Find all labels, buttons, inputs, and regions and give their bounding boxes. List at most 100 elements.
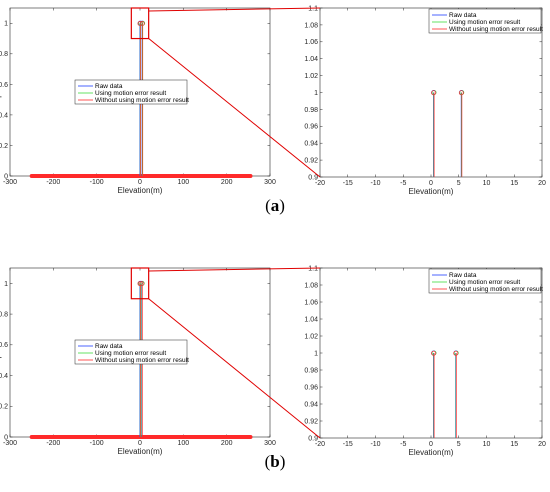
y-tick-label: 1.06 — [304, 39, 318, 46]
x-tick-label: 20 — [538, 180, 546, 187]
y-tick-label: 0.96 — [304, 384, 318, 391]
x-tick-label: 20 — [538, 441, 546, 448]
peak-marker-without — [458, 90, 464, 96]
y-tick-label: 0.6 — [0, 342, 8, 349]
x-axis-label: Elevation(m) — [409, 187, 454, 196]
x-tick-label: -10 — [370, 180, 380, 187]
legend-label-raw: Raw data — [449, 12, 477, 19]
y-tick-label: 1.1 — [308, 265, 318, 272]
legend-box — [74, 339, 188, 365]
y-tick-label: 0.8 — [0, 311, 8, 318]
x-tick-label: 0 — [138, 179, 142, 186]
legend-label-using: Using motion error result — [449, 19, 520, 26]
panel-label-close: ) — [280, 452, 286, 471]
panel-label-open: ( — [265, 452, 271, 471]
y-tick-label: 0 — [4, 434, 8, 441]
x-tick-label: -20 — [315, 180, 325, 187]
legend-box — [428, 268, 542, 294]
chart-b-overview: -300 -200 -100 0 100 200 300 0 0.2 0.4 0.6 0.8 1 Elev… — [0, 267, 276, 456]
x-tick-label: 300 — [264, 179, 276, 186]
y-tick-label: 0.2 — [0, 143, 8, 150]
peak-marker-without — [139, 281, 145, 287]
y-tick-label: 1.02 — [304, 73, 318, 80]
x-tick-label: 5 — [457, 441, 461, 448]
y-tick-label: 1 — [314, 90, 318, 97]
y-tick-label: 1 — [4, 281, 8, 288]
y-tick-label: 0.98 — [304, 107, 318, 114]
legend-box — [74, 79, 188, 105]
x-axis-label: Elevation(m) — [118, 186, 163, 195]
x-tick-label: -200 — [46, 440, 60, 447]
legend-label-raw: Raw data — [449, 272, 477, 279]
peak-marker-without — [431, 350, 437, 356]
x-tick-label: 10 — [483, 441, 491, 448]
y-tick-label: 1.08 — [304, 22, 318, 29]
panel-label-close: ) — [279, 196, 285, 215]
y-axis-label: Amplitude — [0, 74, 2, 110]
y-tick-label: 1.04 — [304, 316, 318, 323]
y-tick-label: 1 — [314, 350, 318, 357]
peak-marker-without — [453, 350, 459, 356]
x-tick-label: 200 — [221, 440, 233, 447]
plot-area — [319, 7, 543, 178]
legend-label-raw: Raw data — [95, 343, 123, 350]
series-without — [433, 92, 463, 177]
y-tick-label: 0.8 — [0, 51, 8, 58]
y-tick-label: 0.9 — [308, 435, 318, 442]
y-tick-label: 0.4 — [0, 373, 8, 380]
y-tick-label: 0.92 — [304, 418, 318, 425]
panel-label: (a) — [265, 196, 285, 215]
y-tick-label: 1.02 — [304, 333, 318, 340]
x-axis-label: Elevation(m) — [118, 447, 163, 456]
y-tick-label: 1.1 — [308, 5, 318, 12]
legend-label-using: Using motion error result — [95, 90, 166, 97]
legend-label-without: Without using motion error result — [95, 357, 189, 364]
x-tick-label: -5 — [400, 441, 406, 448]
peak-marker-without — [137, 21, 143, 27]
zoom-connector-top — [148, 267, 321, 272]
y-tick-label: 0 — [4, 173, 8, 180]
x-tick-label: -15 — [343, 180, 353, 187]
panel-label-letter: a — [271, 196, 280, 215]
x-tick-label: 0 — [429, 180, 433, 187]
x-tick-label: -5 — [400, 180, 406, 187]
zoom-connector-bottom — [148, 298, 321, 439]
x-tick-label: 10 — [483, 180, 491, 187]
zoom-connector-top — [148, 7, 321, 12]
x-tick-label: 0 — [429, 441, 433, 448]
panel-label: (b) — [265, 452, 286, 471]
legend-label-raw: Raw data — [95, 83, 123, 90]
x-tick-label: 5 — [457, 180, 461, 187]
y-tick-label: 0.2 — [0, 404, 8, 411]
peak-marker-without — [139, 21, 145, 27]
legend-label-without: Without using motion error result — [95, 97, 189, 104]
zoom-box — [130, 7, 150, 40]
x-tick-label: 300 — [264, 440, 276, 447]
x-tick-label: 15 — [510, 441, 518, 448]
x-tick-label: 200 — [221, 179, 233, 186]
x-axis-label: Elevation(m) — [409, 448, 454, 457]
y-tick-label: 0.92 — [304, 158, 318, 165]
x-tick-label: 100 — [177, 179, 189, 186]
x-tick-label: -300 — [3, 179, 17, 186]
x-tick-label: -20 — [315, 441, 325, 448]
peak-marker-without — [431, 90, 437, 96]
zoom-connector-bottom — [148, 38, 321, 178]
y-tick-label: 0.94 — [304, 141, 318, 148]
zoom-box — [130, 267, 150, 300]
chart-a-overview: -300 -200 -100 0 100 200 300 0 0.2 0.4 0.6 0.8 1 Elev… — [0, 7, 276, 195]
y-tick-label: 1.04 — [304, 56, 318, 63]
legend-label-without: Without using motion error result — [449, 26, 543, 33]
series-without — [433, 353, 457, 438]
y-tick-label: 0.6 — [0, 82, 8, 89]
y-tick-label: 0.94 — [304, 401, 318, 408]
y-tick-label: 0.98 — [304, 367, 318, 374]
x-tick-label: -15 — [343, 441, 353, 448]
y-axis-label: Amplitude — [0, 334, 2, 370]
y-tick-label: 1 — [4, 21, 8, 28]
y-tick-label: 1.08 — [304, 282, 318, 289]
y-tick-label: 1.06 — [304, 299, 318, 306]
y-tick-label: 0.9 — [308, 174, 318, 181]
chart-b-zoom: -20 -15 -10 -5 0 5 10 15 20 0.9 0.92 0.94 0.96 0.98 1 1… — [304, 265, 546, 457]
